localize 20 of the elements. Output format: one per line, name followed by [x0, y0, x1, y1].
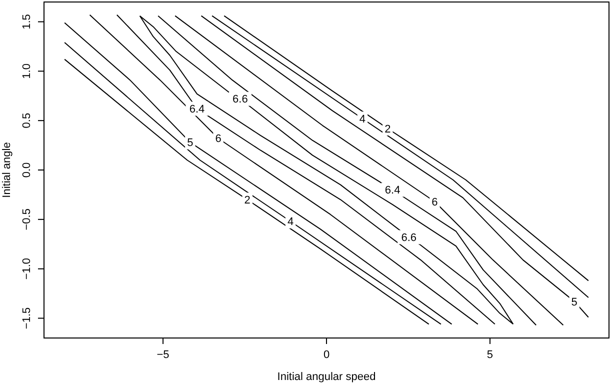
annotation: 5	[187, 137, 194, 150]
annotation: 2	[244, 194, 250, 206]
x-tick-label: 0	[323, 349, 330, 361]
y-tick-label: 1.5	[21, 14, 33, 30]
annotation: 5	[571, 296, 578, 308]
annotation: 2	[384, 123, 391, 136]
y-tick-label: −1.0	[21, 258, 33, 280]
annotation: 4	[287, 216, 294, 228]
y-axis-title: Initial angle	[1, 142, 13, 198]
y-tick-label: 0.5	[21, 112, 33, 128]
annotation: 4	[359, 113, 366, 126]
x-tick-label: −5	[156, 349, 170, 361]
annotation: 6	[432, 196, 438, 208]
annotation: 6	[215, 133, 222, 146]
y-tick-label: 0.0	[21, 162, 33, 178]
y-tick-label: −0.5	[21, 208, 33, 230]
y-tick-label: −1.5	[21, 307, 33, 330]
x-axis-title: Initial angular speed	[277, 371, 376, 383]
x-tick-label: 5	[486, 349, 494, 361]
y-tick-label: 1.0	[21, 64, 33, 79]
